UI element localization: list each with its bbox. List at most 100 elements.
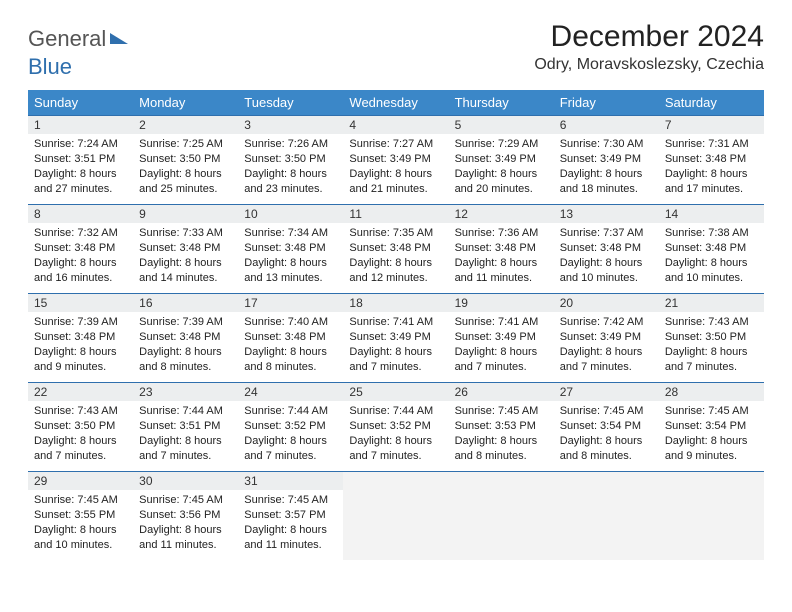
day-data: Sunrise: 7:25 AMSunset: 3:50 PMDaylight:… bbox=[133, 134, 238, 200]
calendar-cell: 26Sunrise: 7:45 AMSunset: 3:53 PMDayligh… bbox=[449, 383, 554, 472]
calendar-cell: 7Sunrise: 7:31 AMSunset: 3:48 PMDaylight… bbox=[659, 116, 764, 205]
calendar-row: 22Sunrise: 7:43 AMSunset: 3:50 PMDayligh… bbox=[28, 383, 764, 472]
calendar-body: 1Sunrise: 7:24 AMSunset: 3:51 PMDaylight… bbox=[28, 116, 764, 561]
calendar-cell: 2Sunrise: 7:25 AMSunset: 3:50 PMDaylight… bbox=[133, 116, 238, 205]
calendar-cell: 8Sunrise: 7:32 AMSunset: 3:48 PMDaylight… bbox=[28, 205, 133, 294]
calendar-cell: 10Sunrise: 7:34 AMSunset: 3:48 PMDayligh… bbox=[238, 205, 343, 294]
day-number: 28 bbox=[659, 383, 764, 401]
day-number: 30 bbox=[133, 472, 238, 490]
day-number: 19 bbox=[449, 294, 554, 312]
day-data: Sunrise: 7:37 AMSunset: 3:48 PMDaylight:… bbox=[554, 223, 659, 289]
calendar-cell: 24Sunrise: 7:44 AMSunset: 3:52 PMDayligh… bbox=[238, 383, 343, 472]
day-number: 18 bbox=[343, 294, 448, 312]
day-number: 23 bbox=[133, 383, 238, 401]
calendar-cell: 31Sunrise: 7:45 AMSunset: 3:57 PMDayligh… bbox=[238, 472, 343, 561]
day-number: 15 bbox=[28, 294, 133, 312]
calendar-cell: 17Sunrise: 7:40 AMSunset: 3:48 PMDayligh… bbox=[238, 294, 343, 383]
day-data: Sunrise: 7:45 AMSunset: 3:54 PMDaylight:… bbox=[554, 401, 659, 467]
day-number: 5 bbox=[449, 116, 554, 134]
day-data: Sunrise: 7:24 AMSunset: 3:51 PMDaylight:… bbox=[28, 134, 133, 200]
day-number: 29 bbox=[28, 472, 133, 490]
location-label: Odry, Moravskoslezsky, Czechia bbox=[534, 56, 764, 74]
day-data: Sunrise: 7:45 AMSunset: 3:54 PMDaylight:… bbox=[659, 401, 764, 467]
calendar-cell: 16Sunrise: 7:39 AMSunset: 3:48 PMDayligh… bbox=[133, 294, 238, 383]
weekday-header-row: Sunday Monday Tuesday Wednesday Thursday… bbox=[28, 90, 764, 116]
calendar-cell: 21Sunrise: 7:43 AMSunset: 3:50 PMDayligh… bbox=[659, 294, 764, 383]
day-number: 14 bbox=[659, 205, 764, 223]
logo: General bbox=[28, 20, 128, 52]
weekday-header: Friday bbox=[554, 90, 659, 116]
calendar-cell: 18Sunrise: 7:41 AMSunset: 3:49 PMDayligh… bbox=[343, 294, 448, 383]
weekday-header: Saturday bbox=[659, 90, 764, 116]
day-number: 22 bbox=[28, 383, 133, 401]
weekday-header: Tuesday bbox=[238, 90, 343, 116]
day-number: 25 bbox=[343, 383, 448, 401]
calendar-cell: 15Sunrise: 7:39 AMSunset: 3:48 PMDayligh… bbox=[28, 294, 133, 383]
day-data: Sunrise: 7:35 AMSunset: 3:48 PMDaylight:… bbox=[343, 223, 448, 289]
day-data: Sunrise: 7:44 AMSunset: 3:51 PMDaylight:… bbox=[133, 401, 238, 467]
day-data: Sunrise: 7:45 AMSunset: 3:53 PMDaylight:… bbox=[449, 401, 554, 467]
calendar-cell: 29Sunrise: 7:45 AMSunset: 3:55 PMDayligh… bbox=[28, 472, 133, 561]
day-number: 16 bbox=[133, 294, 238, 312]
calendar-cell: 23Sunrise: 7:44 AMSunset: 3:51 PMDayligh… bbox=[133, 383, 238, 472]
day-number: 24 bbox=[238, 383, 343, 401]
day-number: 12 bbox=[449, 205, 554, 223]
day-data: Sunrise: 7:45 AMSunset: 3:57 PMDaylight:… bbox=[238, 490, 343, 556]
day-data: Sunrise: 7:30 AMSunset: 3:49 PMDaylight:… bbox=[554, 134, 659, 200]
weekday-header: Thursday bbox=[449, 90, 554, 116]
day-number: 20 bbox=[554, 294, 659, 312]
day-data: Sunrise: 7:29 AMSunset: 3:49 PMDaylight:… bbox=[449, 134, 554, 200]
page-title: December 2024 bbox=[534, 20, 764, 54]
calendar-cell bbox=[343, 472, 448, 561]
day-number: 7 bbox=[659, 116, 764, 134]
calendar-cell: 28Sunrise: 7:45 AMSunset: 3:54 PMDayligh… bbox=[659, 383, 764, 472]
calendar-row: 1Sunrise: 7:24 AMSunset: 3:51 PMDaylight… bbox=[28, 116, 764, 205]
calendar-cell: 3Sunrise: 7:26 AMSunset: 3:50 PMDaylight… bbox=[238, 116, 343, 205]
day-number: 1 bbox=[28, 116, 133, 134]
day-data: Sunrise: 7:44 AMSunset: 3:52 PMDaylight:… bbox=[238, 401, 343, 467]
calendar-cell: 25Sunrise: 7:44 AMSunset: 3:52 PMDayligh… bbox=[343, 383, 448, 472]
day-data: Sunrise: 7:44 AMSunset: 3:52 PMDaylight:… bbox=[343, 401, 448, 467]
logo-triangle-icon bbox=[110, 33, 128, 44]
day-data: Sunrise: 7:39 AMSunset: 3:48 PMDaylight:… bbox=[133, 312, 238, 378]
day-number: 26 bbox=[449, 383, 554, 401]
day-number: 4 bbox=[343, 116, 448, 134]
calendar-cell: 30Sunrise: 7:45 AMSunset: 3:56 PMDayligh… bbox=[133, 472, 238, 561]
day-data: Sunrise: 7:33 AMSunset: 3:48 PMDaylight:… bbox=[133, 223, 238, 289]
calendar-cell: 9Sunrise: 7:33 AMSunset: 3:48 PMDaylight… bbox=[133, 205, 238, 294]
calendar-row: 15Sunrise: 7:39 AMSunset: 3:48 PMDayligh… bbox=[28, 294, 764, 383]
day-number: 9 bbox=[133, 205, 238, 223]
day-data: Sunrise: 7:38 AMSunset: 3:48 PMDaylight:… bbox=[659, 223, 764, 289]
day-data: Sunrise: 7:39 AMSunset: 3:48 PMDaylight:… bbox=[28, 312, 133, 378]
calendar-cell: 12Sunrise: 7:36 AMSunset: 3:48 PMDayligh… bbox=[449, 205, 554, 294]
day-number: 11 bbox=[343, 205, 448, 223]
logo-text-1: General bbox=[28, 26, 106, 52]
day-data: Sunrise: 7:26 AMSunset: 3:50 PMDaylight:… bbox=[238, 134, 343, 200]
day-number: 17 bbox=[238, 294, 343, 312]
day-data: Sunrise: 7:31 AMSunset: 3:48 PMDaylight:… bbox=[659, 134, 764, 200]
weekday-header: Sunday bbox=[28, 90, 133, 116]
day-number: 10 bbox=[238, 205, 343, 223]
day-data: Sunrise: 7:32 AMSunset: 3:48 PMDaylight:… bbox=[28, 223, 133, 289]
calendar-row: 8Sunrise: 7:32 AMSunset: 3:48 PMDaylight… bbox=[28, 205, 764, 294]
calendar-cell bbox=[554, 472, 659, 561]
calendar-cell: 5Sunrise: 7:29 AMSunset: 3:49 PMDaylight… bbox=[449, 116, 554, 205]
day-data: Sunrise: 7:36 AMSunset: 3:48 PMDaylight:… bbox=[449, 223, 554, 289]
day-data: Sunrise: 7:42 AMSunset: 3:49 PMDaylight:… bbox=[554, 312, 659, 378]
day-data: Sunrise: 7:27 AMSunset: 3:49 PMDaylight:… bbox=[343, 134, 448, 200]
calendar-cell bbox=[449, 472, 554, 561]
day-data: Sunrise: 7:41 AMSunset: 3:49 PMDaylight:… bbox=[343, 312, 448, 378]
day-number: 3 bbox=[238, 116, 343, 134]
day-number: 13 bbox=[554, 205, 659, 223]
weekday-header: Monday bbox=[133, 90, 238, 116]
calendar-cell: 13Sunrise: 7:37 AMSunset: 3:48 PMDayligh… bbox=[554, 205, 659, 294]
day-data: Sunrise: 7:45 AMSunset: 3:55 PMDaylight:… bbox=[28, 490, 133, 556]
calendar-cell: 20Sunrise: 7:42 AMSunset: 3:49 PMDayligh… bbox=[554, 294, 659, 383]
day-number: 31 bbox=[238, 472, 343, 490]
day-data: Sunrise: 7:43 AMSunset: 3:50 PMDaylight:… bbox=[28, 401, 133, 467]
calendar-cell: 14Sunrise: 7:38 AMSunset: 3:48 PMDayligh… bbox=[659, 205, 764, 294]
day-number: 2 bbox=[133, 116, 238, 134]
calendar-cell: 11Sunrise: 7:35 AMSunset: 3:48 PMDayligh… bbox=[343, 205, 448, 294]
day-data: Sunrise: 7:41 AMSunset: 3:49 PMDaylight:… bbox=[449, 312, 554, 378]
day-number: 8 bbox=[28, 205, 133, 223]
